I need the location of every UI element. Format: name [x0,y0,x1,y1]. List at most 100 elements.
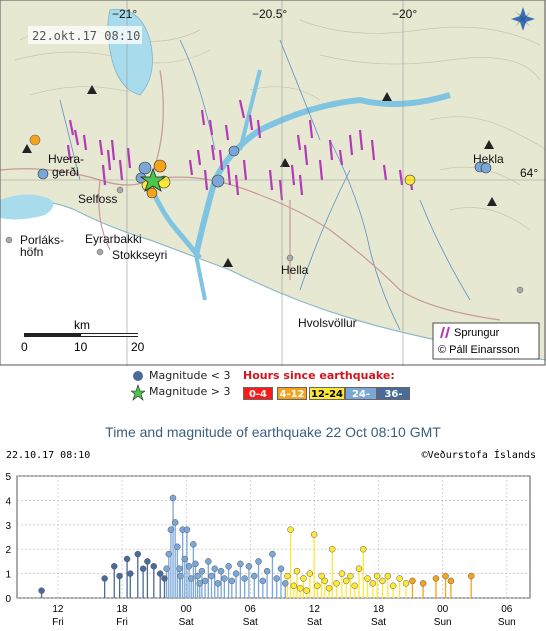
x-day-label: Fri [116,617,128,628]
place-label: gerði [52,165,79,179]
quake-point [176,565,183,572]
quake-point [282,580,289,587]
x-day-label: Fri [52,617,64,628]
x-day-label: Sat [371,617,386,628]
quake-point [38,587,45,594]
quake-point [263,567,271,575]
quake-point [144,558,151,565]
quake-point [342,577,350,585]
x-tick-label: 06 [501,604,513,615]
quake-point [217,567,225,575]
place-label: höfn [20,245,43,259]
small-quake-icon [133,371,143,381]
place-label: Hvera- [48,152,84,166]
quake-point [165,550,173,558]
place-label: Eyrarbakki [85,232,142,246]
quake-point [318,572,325,580]
quake-point [355,565,363,572]
quake-point [310,531,318,538]
x-tick-label: 00 [437,604,449,615]
x-tick-label: 18 [116,604,128,615]
town-markers [5,186,524,294]
quake-point [228,577,236,585]
place-label: Stokkseyri [112,248,167,262]
legend-mag-large: Magnitude > 3 [149,385,231,398]
scale-bar: km 0 10 20 [21,318,145,354]
magnitude-time-chart: 01234512Fri18Fri00Sat06Sat12Sat18Sat00Su… [5,472,531,628]
quake-point [111,563,118,570]
quake-point [447,577,455,585]
x-day-label: Sat [307,617,322,628]
quake-point [402,580,410,587]
quake-point [255,558,262,565]
hours-box: 24-36 [345,387,377,413]
hours-box: 0-4 [243,387,273,400]
quake-point [221,575,228,582]
quake-point [161,575,168,582]
quake-point [419,580,427,587]
quake-point [303,587,310,594]
star-icon [131,384,145,401]
quake-point [177,572,184,580]
quake-point [232,570,240,577]
lon-label: −21° [112,7,137,21]
key-credit: © Páll Einarsson [438,344,519,356]
map-key: Sprungur © Páll Einarsson [432,322,540,360]
legend-mag-small: Magnitude < 3 [149,369,231,382]
quake-point [306,570,314,577]
quake-point [360,545,367,553]
quake-point [277,565,285,572]
quake-point [287,526,294,533]
quake-point [134,550,142,558]
x-tick-label: 18 [373,604,385,615]
peak-markers [22,85,497,267]
quake-point [116,572,123,580]
quake-point [241,575,248,582]
quake-point [101,575,108,582]
place-label: Hvolsvöllur [298,316,357,330]
place-label: Hekla [473,152,504,166]
x-day-label: Sat [243,617,258,628]
quake-point [321,577,329,585]
quake-point [389,582,397,590]
x-day-label: Sun [434,617,452,628]
x-day-label: Sat [179,617,194,628]
quake-point [259,577,267,585]
quake-point [181,555,189,563]
quake-point [314,582,321,590]
quake-point [174,543,181,551]
quake-point [325,584,333,592]
y-tick-label: 1 [5,570,11,581]
quake-point [369,580,377,587]
quake-point [384,572,392,580]
y-tick-label: 3 [5,521,11,532]
quake-point [284,572,291,580]
quake-point [139,565,147,572]
quake-point [201,577,209,585]
quake-point [163,565,170,572]
quake-point [333,580,340,587]
lon-label: −20.5° [252,7,287,21]
quake-point [467,572,475,580]
chart-credit: ©Veðurstofa Íslands [421,450,536,461]
hours-box: 36-48 [377,387,410,413]
map-grid [0,0,546,366]
seismic-map[interactable]: −21° −20.5° −20° 64° Hvera- gerði Selfos… [0,0,546,366]
quake-point [198,567,206,575]
quake-point [205,558,212,565]
map-timestamp: 22.okt.17 08:10 [32,29,140,43]
quake-point [171,519,179,526]
scale-tick: 0 [21,340,28,354]
quake-point [347,572,354,580]
quake-point [208,572,215,580]
quake-point [123,555,131,563]
quake-point [409,577,416,585]
x-tick-label: 00 [181,604,193,615]
quake-point [269,550,276,558]
quake-point [196,580,204,587]
hours-box: 12-24 [309,387,345,400]
quake-point [190,541,197,548]
quake-point [296,584,304,592]
quake-point [187,575,195,582]
quake-point [338,570,346,577]
